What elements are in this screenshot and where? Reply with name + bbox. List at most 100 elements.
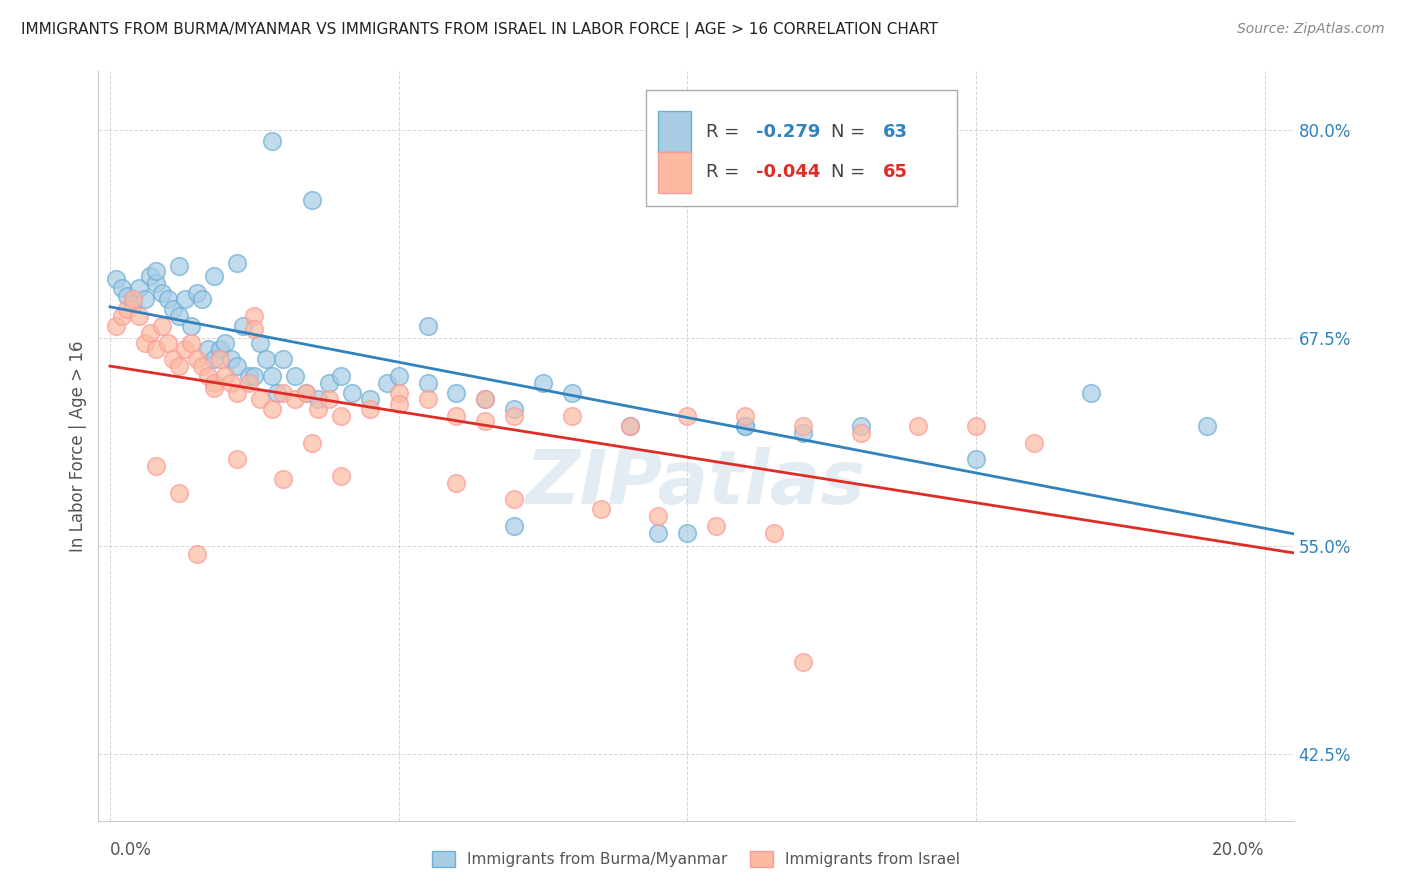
Point	[226, 452, 249, 467]
Text: R =: R =	[706, 123, 745, 141]
Point	[474, 414, 496, 428]
Point	[271, 352, 294, 367]
Point	[342, 385, 364, 400]
Legend: Immigrants from Burma/Myanmar, Immigrants from Israel: Immigrants from Burma/Myanmar, Immigrant…	[426, 845, 966, 873]
Text: -0.044: -0.044	[756, 163, 820, 181]
Point	[197, 343, 219, 357]
Point	[375, 376, 398, 390]
Point	[117, 302, 139, 317]
Point	[416, 319, 439, 334]
Point	[174, 293, 197, 307]
Text: N =: N =	[831, 123, 870, 141]
Point	[260, 402, 283, 417]
Text: ZIPatlas: ZIPatlas	[526, 447, 866, 520]
Point	[762, 525, 785, 540]
Point	[128, 281, 150, 295]
Point	[249, 335, 271, 350]
Text: IMMIGRANTS FROM BURMA/MYANMAR VS IMMIGRANTS FROM ISRAEL IN LABOR FORCE | AGE > 1: IMMIGRANTS FROM BURMA/MYANMAR VS IMMIGRA…	[21, 22, 938, 38]
Point	[260, 134, 283, 148]
Point	[446, 475, 468, 490]
Point	[162, 302, 184, 317]
Point	[561, 409, 583, 423]
Point	[254, 352, 277, 367]
Point	[295, 385, 318, 400]
Point	[191, 359, 214, 373]
Text: 63: 63	[883, 123, 907, 141]
Point	[180, 335, 202, 350]
Point	[792, 656, 814, 670]
Point	[318, 392, 340, 407]
Point	[619, 419, 641, 434]
Point	[503, 402, 526, 417]
Point	[307, 402, 329, 417]
Point	[139, 269, 162, 284]
Point	[734, 419, 756, 434]
Point	[260, 369, 283, 384]
Point	[167, 485, 190, 500]
Point	[734, 409, 756, 423]
Point	[134, 293, 156, 307]
Point	[186, 547, 208, 561]
Point	[1195, 419, 1218, 434]
Bar	[658, 152, 692, 193]
Point	[139, 326, 162, 340]
Point	[104, 272, 127, 286]
Point	[243, 369, 266, 384]
Point	[226, 385, 249, 400]
Point	[329, 469, 352, 483]
Point	[329, 409, 352, 423]
Point	[907, 419, 929, 434]
Point	[474, 392, 496, 407]
Point	[180, 319, 202, 334]
Point	[359, 402, 381, 417]
Point	[145, 276, 167, 290]
Text: 20.0%: 20.0%	[1212, 840, 1264, 859]
Point	[416, 392, 439, 407]
FancyBboxPatch shape	[645, 90, 956, 206]
Point	[474, 392, 496, 407]
Point	[1080, 385, 1102, 400]
Point	[191, 293, 214, 307]
Point	[145, 264, 167, 278]
Text: Source: ZipAtlas.com: Source: ZipAtlas.com	[1237, 22, 1385, 37]
Point	[446, 385, 468, 400]
Point	[134, 335, 156, 350]
Point	[271, 385, 294, 400]
Point	[965, 419, 987, 434]
Point	[676, 525, 699, 540]
Point	[208, 343, 231, 357]
Point	[589, 502, 612, 516]
Point	[232, 319, 254, 334]
Point	[202, 352, 225, 367]
Point	[226, 359, 249, 373]
Point	[647, 525, 669, 540]
Point	[243, 322, 266, 336]
Point	[214, 369, 236, 384]
Point	[117, 289, 139, 303]
Point	[359, 392, 381, 407]
Point	[243, 309, 266, 323]
Point	[792, 425, 814, 440]
Point	[388, 397, 411, 411]
Point	[704, 519, 727, 533]
Point	[416, 376, 439, 390]
Point	[318, 376, 340, 390]
Point	[219, 376, 242, 390]
Bar	[658, 112, 692, 153]
Point	[156, 293, 179, 307]
Point	[226, 256, 249, 270]
Point	[561, 385, 583, 400]
Point	[238, 369, 260, 384]
Point	[301, 193, 323, 207]
Point	[676, 409, 699, 423]
Point	[122, 293, 145, 307]
Text: -0.279: -0.279	[756, 123, 820, 141]
Point	[295, 385, 318, 400]
Point	[301, 435, 323, 450]
Point	[156, 335, 179, 350]
Point	[202, 381, 225, 395]
Point	[167, 259, 190, 273]
Point	[174, 343, 197, 357]
Point	[307, 392, 329, 407]
Point	[792, 419, 814, 434]
